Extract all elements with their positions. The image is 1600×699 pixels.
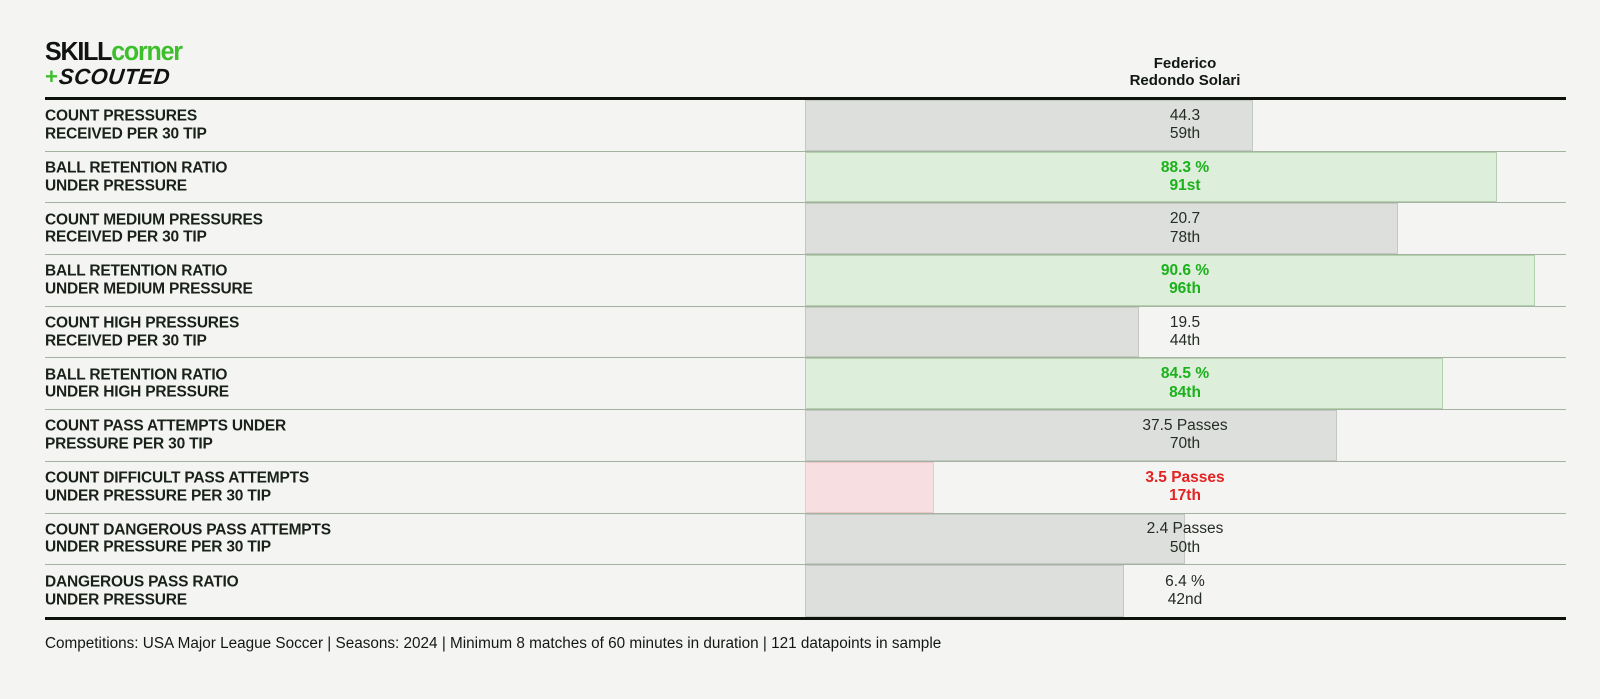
metric-label-line1: BALL RETENTION RATIO [45,262,228,280]
logo-plus-icon: + [45,64,58,89]
metric-values: 19.5 44th [805,307,1565,358]
metric-row: BALL RETENTION RATIO UNDER HIGH PRESSURE… [45,358,1566,411]
metric-percentile: 91st [1169,177,1201,195]
metric-label-line1: COUNT HIGH PRESSURES [45,314,240,332]
metric-label-line2: PRESSURE PER 30 TIP [45,435,213,453]
metric-values: 2.4 Passes 50th [805,514,1565,565]
metric-percentile: 59th [1169,125,1201,143]
skillcorner-wordmark: SKILLcorner [45,37,183,67]
percentile-bar [805,306,1140,358]
metric-row: COUNT MEDIUM PRESSURES RECEIVED PER 30 T… [45,203,1566,256]
player-name: Federico Redondo Solari [805,55,1565,89]
metric-percentile: 44th [1169,332,1201,350]
metric-label: DANGEROUS PASS RATIO UNDER PRESSURE [45,574,239,609]
metric-percentile: 70th [1169,435,1201,453]
percentile-bar [805,255,1535,306]
metric-label-line1: BALL RETENTION RATIO [45,366,228,384]
metric-label-line1: COUNT PASS ATTEMPTS UNDER [45,417,286,435]
metric-label-line2: RECEIVED PER 30 TIP [45,125,207,143]
metric-percentile: 78th [1169,228,1201,246]
metric-values: 37.5 Passes 70th [805,410,1565,461]
metric-label: COUNT DANGEROUS PASS ATTEMPTS UNDER PRES… [45,521,331,556]
metric-percentile: 42nd [1167,591,1203,609]
metric-label-line2: UNDER PRESSURE PER 30 TIP [45,487,271,505]
metric-value: 88.3 % [1160,158,1210,176]
metric-percentile: 84th [1169,383,1201,401]
metric-value: 19.5 [1169,313,1201,331]
metric-label: BALL RETENTION RATIO UNDER MEDIUM PRESSU… [45,263,253,298]
metric-values: 84.5 % 84th [805,358,1565,409]
metric-label-line2: UNDER HIGH PRESSURE [45,383,229,401]
footnote: Competitions: USA Major League Soccer | … [45,634,942,652]
report-card: SKILLcorner +SCOUTED Federico Redondo So… [45,0,1566,653]
metric-percentile: 96th [1169,280,1201,298]
percentile-bar [805,151,1497,203]
report-header: SKILLcorner +SCOUTED Federico Redondo So… [45,0,1566,97]
metric-row: DANGEROUS PASS RATIO UNDER PRESSURE 6.4 … [45,565,1566,617]
percentile-bar [805,410,1337,461]
metric-value: 84.5 % [1160,365,1210,383]
metric-value: 44.3 [1169,106,1201,124]
metric-label-line1: COUNT MEDIUM PRESSURES [45,211,263,229]
metric-label-line2: RECEIVED PER 30 TIP [45,228,207,246]
logo-scouted-text: SCOUTED [58,64,172,89]
metric-label-line2: UNDER PRESSURE [45,177,187,195]
metric-value: 90.6 % [1160,261,1210,279]
percentile-bar [805,461,935,513]
percentile-bar [805,100,1254,151]
metrics-table: COUNT PRESSURES RECEIVED PER 30 TIP 44.3… [45,100,1566,617]
metric-values: 88.3 % 91st [805,152,1565,203]
metric-label-line2: UNDER PRESSURE PER 30 TIP [45,538,271,556]
metric-percentile: 17th [1169,487,1201,505]
metric-label-line1: COUNT DANGEROUS PASS ATTEMPTS [45,521,331,539]
metric-values: 90.6 % 96th [805,255,1565,306]
metric-label-line1: DANGEROUS PASS RATIO [45,573,239,591]
logo-corner-text: corner [111,37,183,67]
metric-values: 44.3 59th [805,100,1565,151]
metric-row: COUNT DANGEROUS PASS ATTEMPTS UNDER PRES… [45,513,1566,566]
metric-label: COUNT DIFFICULT PASS ATTEMPTS UNDER PRES… [45,470,309,505]
metric-row: COUNT PRESSURES RECEIVED PER 30 TIP 44.3… [45,100,1566,152]
metric-value: 37.5 Passes [1142,416,1228,434]
logo-skill-text: SKILL [45,37,112,67]
percentile-bar [805,513,1185,565]
metric-row: BALL RETENTION RATIO UNDER MEDIUM PRESSU… [45,255,1566,307]
player-name-line1: Federico [1153,55,1217,72]
metric-row: COUNT PASS ATTEMPTS UNDER PRESSURE PER 3… [45,410,1566,462]
percentile-bar [805,565,1125,617]
metric-percentile: 50th [1169,538,1201,556]
metric-label-line2: UNDER PRESSURE [45,591,187,609]
metric-label-line1: BALL RETENTION RATIO [45,159,228,177]
metric-value: 2.4 Passes [1146,520,1224,538]
metric-value: 20.7 [1169,210,1201,228]
metric-label: COUNT PRESSURES RECEIVED PER 30 TIP [45,108,207,143]
metric-value: 3.5 Passes [1145,468,1225,486]
metric-row: COUNT HIGH PRESSURES RECEIVED PER 30 TIP… [45,306,1566,359]
metric-value: 6.4 % [1165,572,1205,590]
skillcorner-scouted-logo: SKILLcorner +SCOUTED [45,37,183,89]
percentile-bar [805,358,1444,410]
metric-label-line1: COUNT DIFFICULT PASS ATTEMPTS [45,469,309,487]
metric-values: 6.4 % 42nd [805,565,1565,617]
metric-label: COUNT MEDIUM PRESSURES RECEIVED PER 30 T… [45,211,263,246]
metric-label: BALL RETENTION RATIO UNDER HIGH PRESSURE [45,366,229,401]
metric-label-line2: RECEIVED PER 30 TIP [45,332,207,350]
percentile-bar [805,203,1398,255]
metric-label: COUNT PASS ATTEMPTS UNDER PRESSURE PER 3… [45,418,286,453]
metric-label: BALL RETENTION RATIO UNDER PRESSURE [45,160,227,195]
metric-row: BALL RETENTION RATIO UNDER PRESSURE 88.3… [45,151,1566,204]
metric-label: COUNT HIGH PRESSURES RECEIVED PER 30 TIP [45,315,239,350]
metric-label-line2: UNDER MEDIUM PRESSURE [45,280,253,298]
top-rule [45,97,1566,100]
metric-label-line1: COUNT PRESSURES [45,107,198,125]
metric-values: 3.5 Passes 17th [805,462,1565,513]
bottom-rule [45,616,1566,620]
metric-row: COUNT DIFFICULT PASS ATTEMPTS UNDER PRES… [45,461,1566,514]
scouted-wordmark: +SCOUTED [45,64,182,89]
player-name-line2: Redondo Solari [1129,72,1241,89]
metric-values: 20.7 78th [805,203,1565,254]
